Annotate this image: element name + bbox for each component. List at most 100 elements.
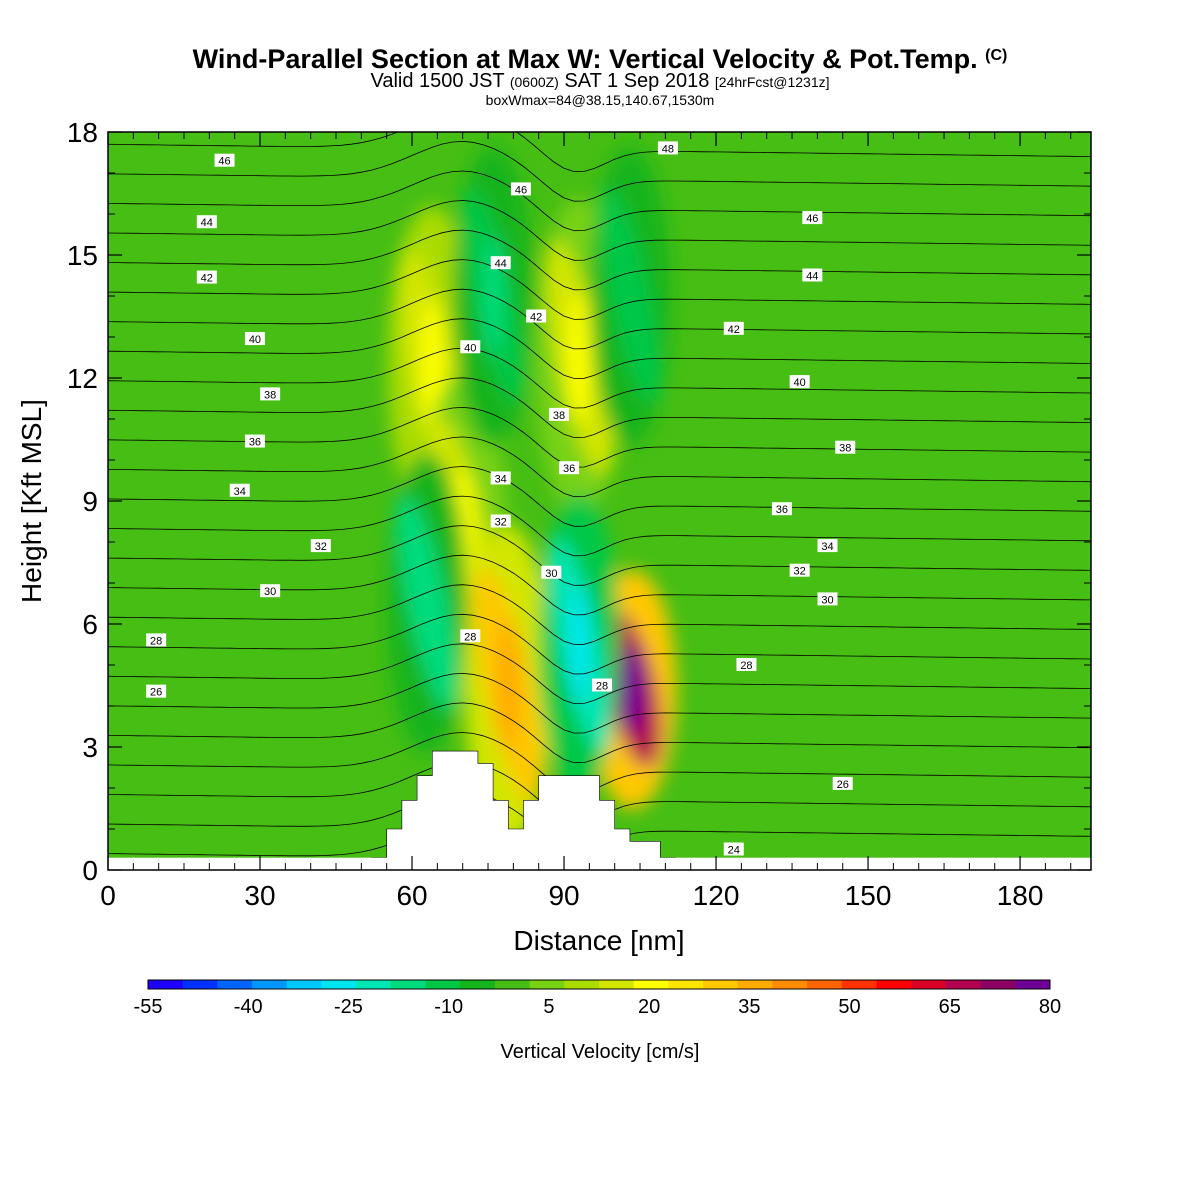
colorbar-swatch (807, 980, 843, 989)
y-tick-label: 18 (67, 117, 98, 148)
theta-label: 36 (244, 434, 265, 449)
theta-label-box (510, 182, 531, 196)
x-tick-label: 180 (997, 880, 1044, 911)
theta-contour (108, 377, 1091, 439)
colorbar-swatch (494, 980, 531, 989)
theta-label-box (526, 309, 547, 323)
theta-label-box (789, 375, 810, 389)
theta-label-text: 30 (264, 586, 276, 598)
valid-time-line: Valid 1500 JST (0600Z) SAT 1 Sep 2018 [2… (0, 70, 1200, 93)
colorbar-label: Vertical Velocity [cm/s] (501, 1041, 700, 1063)
theta-label-box (490, 471, 511, 485)
theta-label: 38 (260, 387, 281, 401)
theta-label-box (214, 153, 235, 167)
theta-label-box (789, 563, 810, 577)
theta-label: 40 (789, 375, 810, 389)
y-tick-label: 12 (67, 363, 98, 394)
theta-label-text: 40 (794, 377, 806, 389)
theta-label-box (802, 211, 823, 225)
colorbar-swatch (945, 980, 982, 989)
title-main: Wind-Parallel Section at Max W: Vertical… (192, 44, 978, 74)
theta-label-box (146, 684, 167, 698)
theta-contour (108, 702, 1091, 764)
theta-label-text: 44 (806, 271, 818, 283)
theta-contour (108, 132, 1091, 173)
theta-label-text: 42 (728, 324, 740, 336)
colorbar-tick-label: 65 (939, 996, 961, 1018)
theta-label-box (460, 340, 481, 354)
x-tick-label: 30 (244, 880, 275, 911)
theta-label-box (229, 483, 250, 497)
theta-label-box (548, 407, 569, 421)
theta-label-text: 44 (201, 217, 213, 229)
theta-label-text: 46 (515, 184, 527, 196)
colorbar-swatch (356, 980, 392, 989)
theta-label: 38 (835, 440, 856, 455)
colorbar-swatch (911, 980, 947, 989)
theta-label-text: 34 (821, 541, 833, 553)
theta-label: 44 (196, 215, 217, 229)
theta-label-box (832, 776, 853, 790)
theta-label-box (736, 658, 757, 671)
colorbar-swatch (599, 980, 635, 989)
theta-label: 46 (214, 153, 235, 168)
y-tick-label: 0 (82, 855, 98, 886)
colorbar-tick-label: -55 (134, 996, 163, 1018)
colorbar-swatch (460, 980, 496, 989)
colorbar-swatch (321, 980, 357, 989)
theta-label-text: 28 (596, 681, 608, 693)
valid-utc: (0600Z) (509, 74, 559, 90)
colorbar-frame (147, 979, 1051, 990)
ground-strip (108, 857, 1091, 870)
theta-label-box (244, 332, 265, 346)
theta-label-box (260, 387, 281, 401)
updraft-peak (567, 291, 592, 424)
theta-label-text: 40 (464, 342, 476, 354)
x-tick-label: 90 (548, 880, 579, 911)
updraft-peak (620, 645, 645, 734)
theta-label-text: 32 (495, 517, 507, 529)
theta-label: 42 (196, 270, 217, 285)
theta-contour (108, 672, 1091, 734)
theta-label: 32 (490, 514, 511, 529)
theta-contour (108, 347, 1091, 409)
colorbar-tick-label: -25 (334, 996, 363, 1018)
theta-contour (108, 584, 1091, 645)
theta-contour (108, 140, 1091, 202)
theta-label-box (460, 629, 481, 643)
theta-label: 44 (802, 268, 823, 283)
theta-label: 38 (548, 407, 569, 422)
theta-label: 30 (817, 592, 838, 606)
theta-label: 28 (736, 658, 757, 672)
colorbar-swatch (633, 980, 669, 989)
theta-label-text: 42 (201, 273, 213, 285)
colorbar-swatch (772, 980, 808, 989)
theta-label-text: 28 (150, 635, 162, 647)
colorbar-swatch (182, 980, 218, 989)
colorbar-swatch (286, 980, 322, 989)
colorbar-tick-label: 80 (1039, 996, 1061, 1018)
theta-contour (108, 525, 1091, 586)
colorbar-swatch (425, 980, 461, 989)
theta-label-text: 42 (530, 312, 542, 324)
terrain-profile (371, 750, 676, 871)
colorbar-tick-label: -40 (234, 996, 263, 1018)
theta-label-box (244, 434, 265, 448)
theta-label-text: 32 (794, 566, 806, 578)
updraft-peak (496, 619, 521, 752)
theta-contour (108, 613, 1091, 675)
theta-label-text: 28 (464, 631, 476, 643)
theta-label-box (723, 321, 744, 335)
theta-label-box (817, 539, 838, 553)
box-info: boxWmax=84@38.15,140.67,1530m (485, 92, 715, 108)
x-tick-label: 0 (100, 880, 116, 911)
theta-contour (108, 466, 1091, 527)
colorbar-swatch (529, 980, 565, 989)
colorbar-tick-label: 35 (738, 996, 760, 1018)
theta-label-text: 30 (821, 594, 833, 606)
downdraft-peak (619, 235, 640, 357)
chart-title: Wind-Parallel Section at Max W: Vertical… (0, 44, 1200, 75)
theta-contour (108, 170, 1091, 232)
